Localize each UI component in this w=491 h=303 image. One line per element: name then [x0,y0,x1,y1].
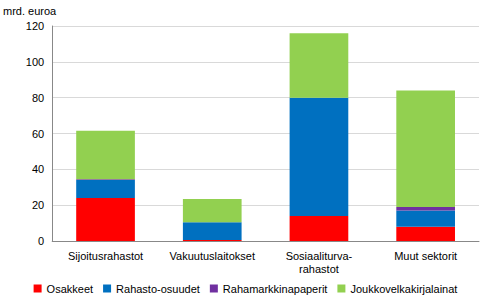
svg-text:60: 60 [32,128,44,140]
svg-text:0: 0 [38,235,44,247]
svg-text:Rahasto-osuudet: Rahasto-osuudet [116,283,200,295]
svg-text:120: 120 [26,20,44,32]
svg-text:Muut sektorit: Muut sektorit [394,250,457,262]
svg-text:Vakuutuslaitokset: Vakuutuslaitokset [170,250,255,262]
svg-text:rahastot: rahastot [299,263,339,275]
svg-text:Joukkovelkakirjalainat: Joukkovelkakirjalainat [350,283,457,295]
svg-text:40: 40 [32,163,44,175]
svg-text:Osakkeet: Osakkeet [47,283,93,295]
svg-text:mrd. euroa: mrd. euroa [3,5,57,17]
svg-text:Sosiaaliturva-: Sosiaaliturva- [286,250,353,262]
svg-text:100: 100 [26,56,44,68]
svg-text:80: 80 [32,92,44,104]
svg-text:Sijoitusrahastot: Sijoitusrahastot [68,250,143,262]
svg-text:Rahamarkkinapaperit: Rahamarkkinapaperit [223,283,328,295]
svg-text:20: 20 [32,199,44,211]
